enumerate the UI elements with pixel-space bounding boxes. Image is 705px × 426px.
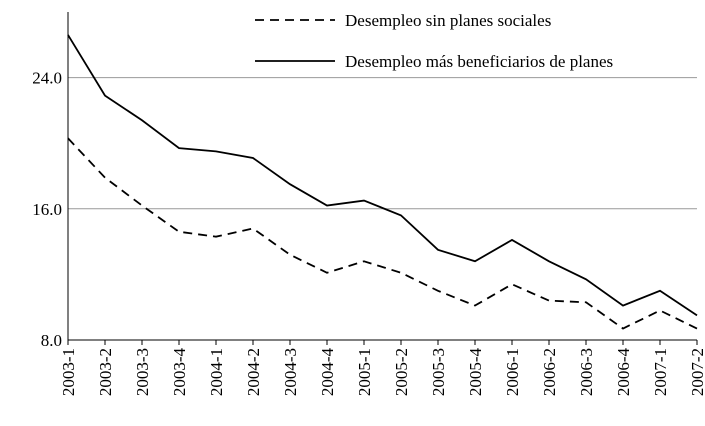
- line-series: [67, 34, 698, 317]
- x-tick-label: 2004-2: [244, 348, 263, 396]
- x-tick-label: 2004-4: [318, 348, 337, 397]
- y-tick-label: 8.0: [41, 331, 62, 350]
- x-tick-label: 2006-2: [540, 348, 559, 396]
- x-tick-label: 2007-1: [651, 348, 670, 396]
- x-tick-label: 2005-3: [429, 348, 448, 396]
- x-tick-label: 2003-3: [133, 348, 152, 396]
- legend-label: Desempleo más beneficiarios de planes: [345, 52, 613, 71]
- x-tick-label: 2003-4: [170, 348, 189, 397]
- x-tick-label: 2005-2: [392, 348, 411, 396]
- x-tick-label: 2005-4: [466, 348, 485, 397]
- x-tick-label: 2004-3: [281, 348, 300, 396]
- x-tick-label: 2007-2: [688, 348, 705, 396]
- line-series: [67, 137, 698, 330]
- x-tick-label: 2006-1: [503, 348, 522, 396]
- x-tick-label: 2006-3: [577, 348, 596, 396]
- y-tick-label: 16.0: [32, 200, 62, 219]
- x-tick-label: 2003-1: [59, 348, 78, 396]
- x-tick-label: 2005-1: [355, 348, 374, 396]
- x-tick-label: 2003-2: [96, 348, 115, 396]
- x-tick-label: 2006-4: [614, 348, 633, 397]
- y-tick-label: 24.0: [32, 69, 62, 88]
- x-tick-label: 2004-1: [207, 348, 226, 396]
- legend-label: Desempleo sin planes sociales: [345, 11, 551, 30]
